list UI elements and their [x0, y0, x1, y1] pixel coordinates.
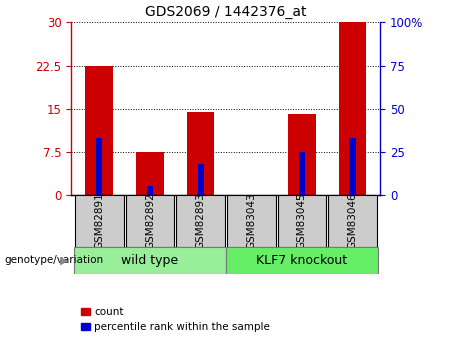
- Text: GSM82891: GSM82891: [95, 193, 104, 249]
- Bar: [176, 195, 225, 247]
- Text: KLF7 knockout: KLF7 knockout: [256, 254, 348, 267]
- Title: GDS2069 / 1442376_at: GDS2069 / 1442376_at: [145, 4, 307, 19]
- Bar: [85, 66, 113, 195]
- Text: wild type: wild type: [121, 254, 178, 267]
- Bar: [338, 22, 366, 195]
- Bar: [226, 247, 378, 274]
- Bar: [74, 247, 226, 274]
- Bar: [288, 115, 316, 195]
- Text: GSM83045: GSM83045: [297, 193, 307, 249]
- Text: GSM83046: GSM83046: [348, 193, 357, 249]
- Bar: [187, 111, 214, 195]
- Bar: [197, 164, 204, 195]
- Text: genotype/variation: genotype/variation: [5, 256, 104, 265]
- Text: GSM82893: GSM82893: [195, 193, 206, 249]
- Bar: [136, 152, 164, 195]
- Bar: [349, 138, 355, 195]
- Bar: [328, 195, 377, 247]
- Bar: [96, 138, 102, 195]
- Bar: [278, 195, 326, 247]
- Text: GSM82892: GSM82892: [145, 193, 155, 249]
- Text: ▶: ▶: [60, 256, 68, 265]
- Bar: [75, 195, 124, 247]
- Bar: [299, 152, 305, 195]
- Bar: [126, 195, 174, 247]
- Bar: [227, 195, 276, 247]
- Text: GSM83043: GSM83043: [246, 193, 256, 249]
- Bar: [147, 186, 153, 195]
- Legend: count, percentile rank within the sample: count, percentile rank within the sample: [77, 303, 274, 336]
